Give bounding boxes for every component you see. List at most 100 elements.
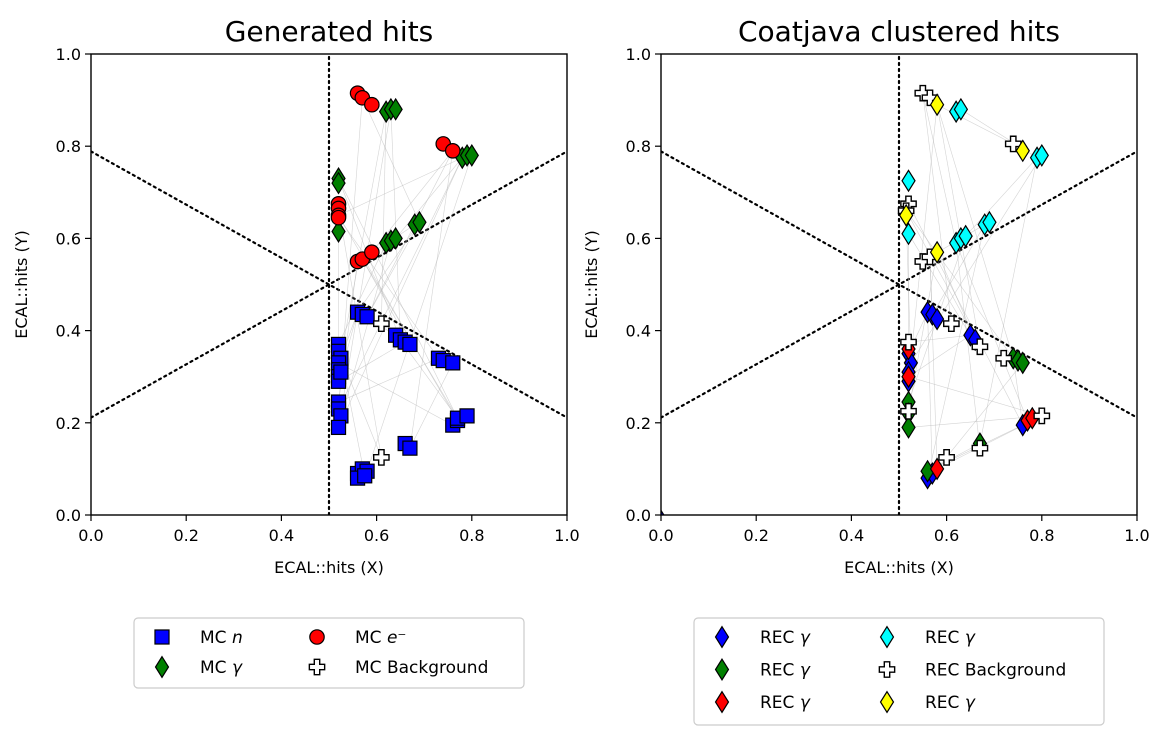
hit-connection-line (400, 339, 458, 419)
y-tick-label: 0.0 (56, 506, 81, 525)
legend-label: MC γ (200, 658, 243, 678)
x-tick-label: 0.4 (839, 526, 864, 545)
data-point-plus (900, 333, 917, 351)
hit-connection-line (965, 157, 1038, 237)
hit-connection-line (366, 155, 473, 472)
y-tick-label: 0.4 (626, 322, 651, 341)
data-point-square (459, 408, 475, 424)
y-tick-label: 1.0 (56, 45, 81, 64)
legend-entry: REC Background (878, 661, 1066, 681)
data-point-plus (1033, 407, 1051, 425)
x-tick-label: 1.0 (554, 526, 579, 545)
hit-connection-line (908, 203, 1024, 426)
data-point-diamond (901, 365, 916, 389)
hit-connection-line (338, 362, 453, 426)
x-axis-label: ECAL::hits (X) (844, 558, 954, 577)
data-point-diamond (929, 457, 945, 481)
legend-diamond-icon (154, 655, 170, 679)
hit-connection-line (905, 210, 981, 347)
hit-connection-line (395, 157, 463, 239)
data-point-diamond (1034, 143, 1049, 167)
series-6 (898, 93, 1030, 264)
axes-frame (660, 53, 1138, 516)
y-axis-label: ECAL::hits (Y) (12, 230, 31, 338)
hit-connection-line (908, 415, 1042, 428)
legend-label: REC γ (925, 693, 976, 713)
hit-connection-line (927, 312, 933, 474)
legend-label: REC γ (760, 628, 811, 648)
data-point-square (330, 419, 347, 436)
legend-circle-icon (309, 629, 325, 645)
data-point-square (357, 468, 373, 484)
x-tick-label: 0.6 (364, 526, 389, 545)
x-tick-label: 0.2 (743, 526, 768, 545)
data-point-square (402, 440, 418, 456)
data-point-diamond (901, 415, 916, 439)
data-point-diamond (464, 143, 479, 167)
y-tick-label: 0.2 (56, 414, 81, 433)
data-point-diamond (388, 97, 403, 121)
x-tick-label: 0.0 (648, 526, 673, 545)
x-tick-label: 0.2 (173, 526, 198, 545)
data-point-diamond (1015, 351, 1030, 375)
hit-connection-line (922, 93, 957, 244)
chart-panel-1: Generated hits 0.0 0.2 0.4 0.6 0.8 1.0 0.0 0.2 0.… (12, 15, 580, 689)
hit-connection-line (955, 242, 1028, 421)
legend-label: MC e⁻ (355, 628, 406, 648)
data-point-diamond (958, 224, 973, 248)
x-tick-label: 0.8 (1029, 526, 1054, 545)
data-point-plus (971, 338, 989, 356)
hit-connection-line (905, 210, 1014, 359)
series-4 (901, 97, 1049, 255)
hit-connection-line (936, 104, 981, 347)
data-point-square (445, 355, 461, 371)
legend-entry: REC γ (714, 658, 811, 681)
legend: MC n MC γ MC e⁻ MC Background (133, 617, 525, 689)
data-point-square (359, 309, 375, 325)
chart-title: Coatjava clustered hits (738, 15, 1060, 48)
legend-diamond-icon (879, 625, 895, 649)
hit-connection-line (910, 155, 1043, 364)
data-point-diamond (898, 203, 914, 227)
data-point-diamond (982, 210, 997, 234)
legend-diamond-icon (879, 690, 895, 714)
data-point-diamond (388, 226, 403, 250)
series-5 (897, 84, 1051, 466)
data-point-circle (364, 96, 380, 113)
series-4 (373, 315, 390, 466)
legend-label: REC γ (925, 628, 976, 648)
hit-connection-line (1012, 358, 1024, 426)
hit-connection-line (409, 150, 454, 449)
legend-diamond-icon (714, 625, 730, 649)
hit-connection-line (409, 362, 454, 449)
hit-connection-line (936, 362, 1023, 470)
series-1 (330, 304, 475, 486)
hit-connection-line (366, 222, 420, 317)
legend-label: REC γ (760, 693, 811, 713)
legend-entry: MC e⁻ (309, 628, 406, 648)
hit-connection-line (338, 341, 406, 382)
hit-connection-line (908, 233, 971, 336)
legend-label: REC γ (760, 661, 811, 681)
hit-connection-line (908, 334, 971, 343)
data-point-plus (943, 315, 960, 333)
hit-connection-line (955, 242, 981, 449)
data-point-plus (971, 439, 989, 457)
data-point-diamond (901, 222, 916, 246)
legend-entry: REC γ (879, 690, 976, 714)
data-point-diamond (1015, 139, 1030, 163)
legend-diamond-icon (714, 658, 730, 681)
data-point-plus (1004, 135, 1022, 153)
hit-connection-line (338, 178, 458, 419)
legend-entry: MC n (154, 628, 243, 648)
data-point-diamond (412, 210, 427, 234)
data-point-circle (444, 143, 461, 159)
y-tick-label: 1.0 (626, 45, 651, 64)
hit-connection-line (908, 104, 938, 382)
hit-connection-line (338, 240, 392, 428)
series-2 (331, 97, 479, 255)
legend-entry: REC γ (714, 690, 811, 714)
x-tick-label: 1.0 (1124, 526, 1149, 545)
data-point-square (402, 336, 418, 353)
